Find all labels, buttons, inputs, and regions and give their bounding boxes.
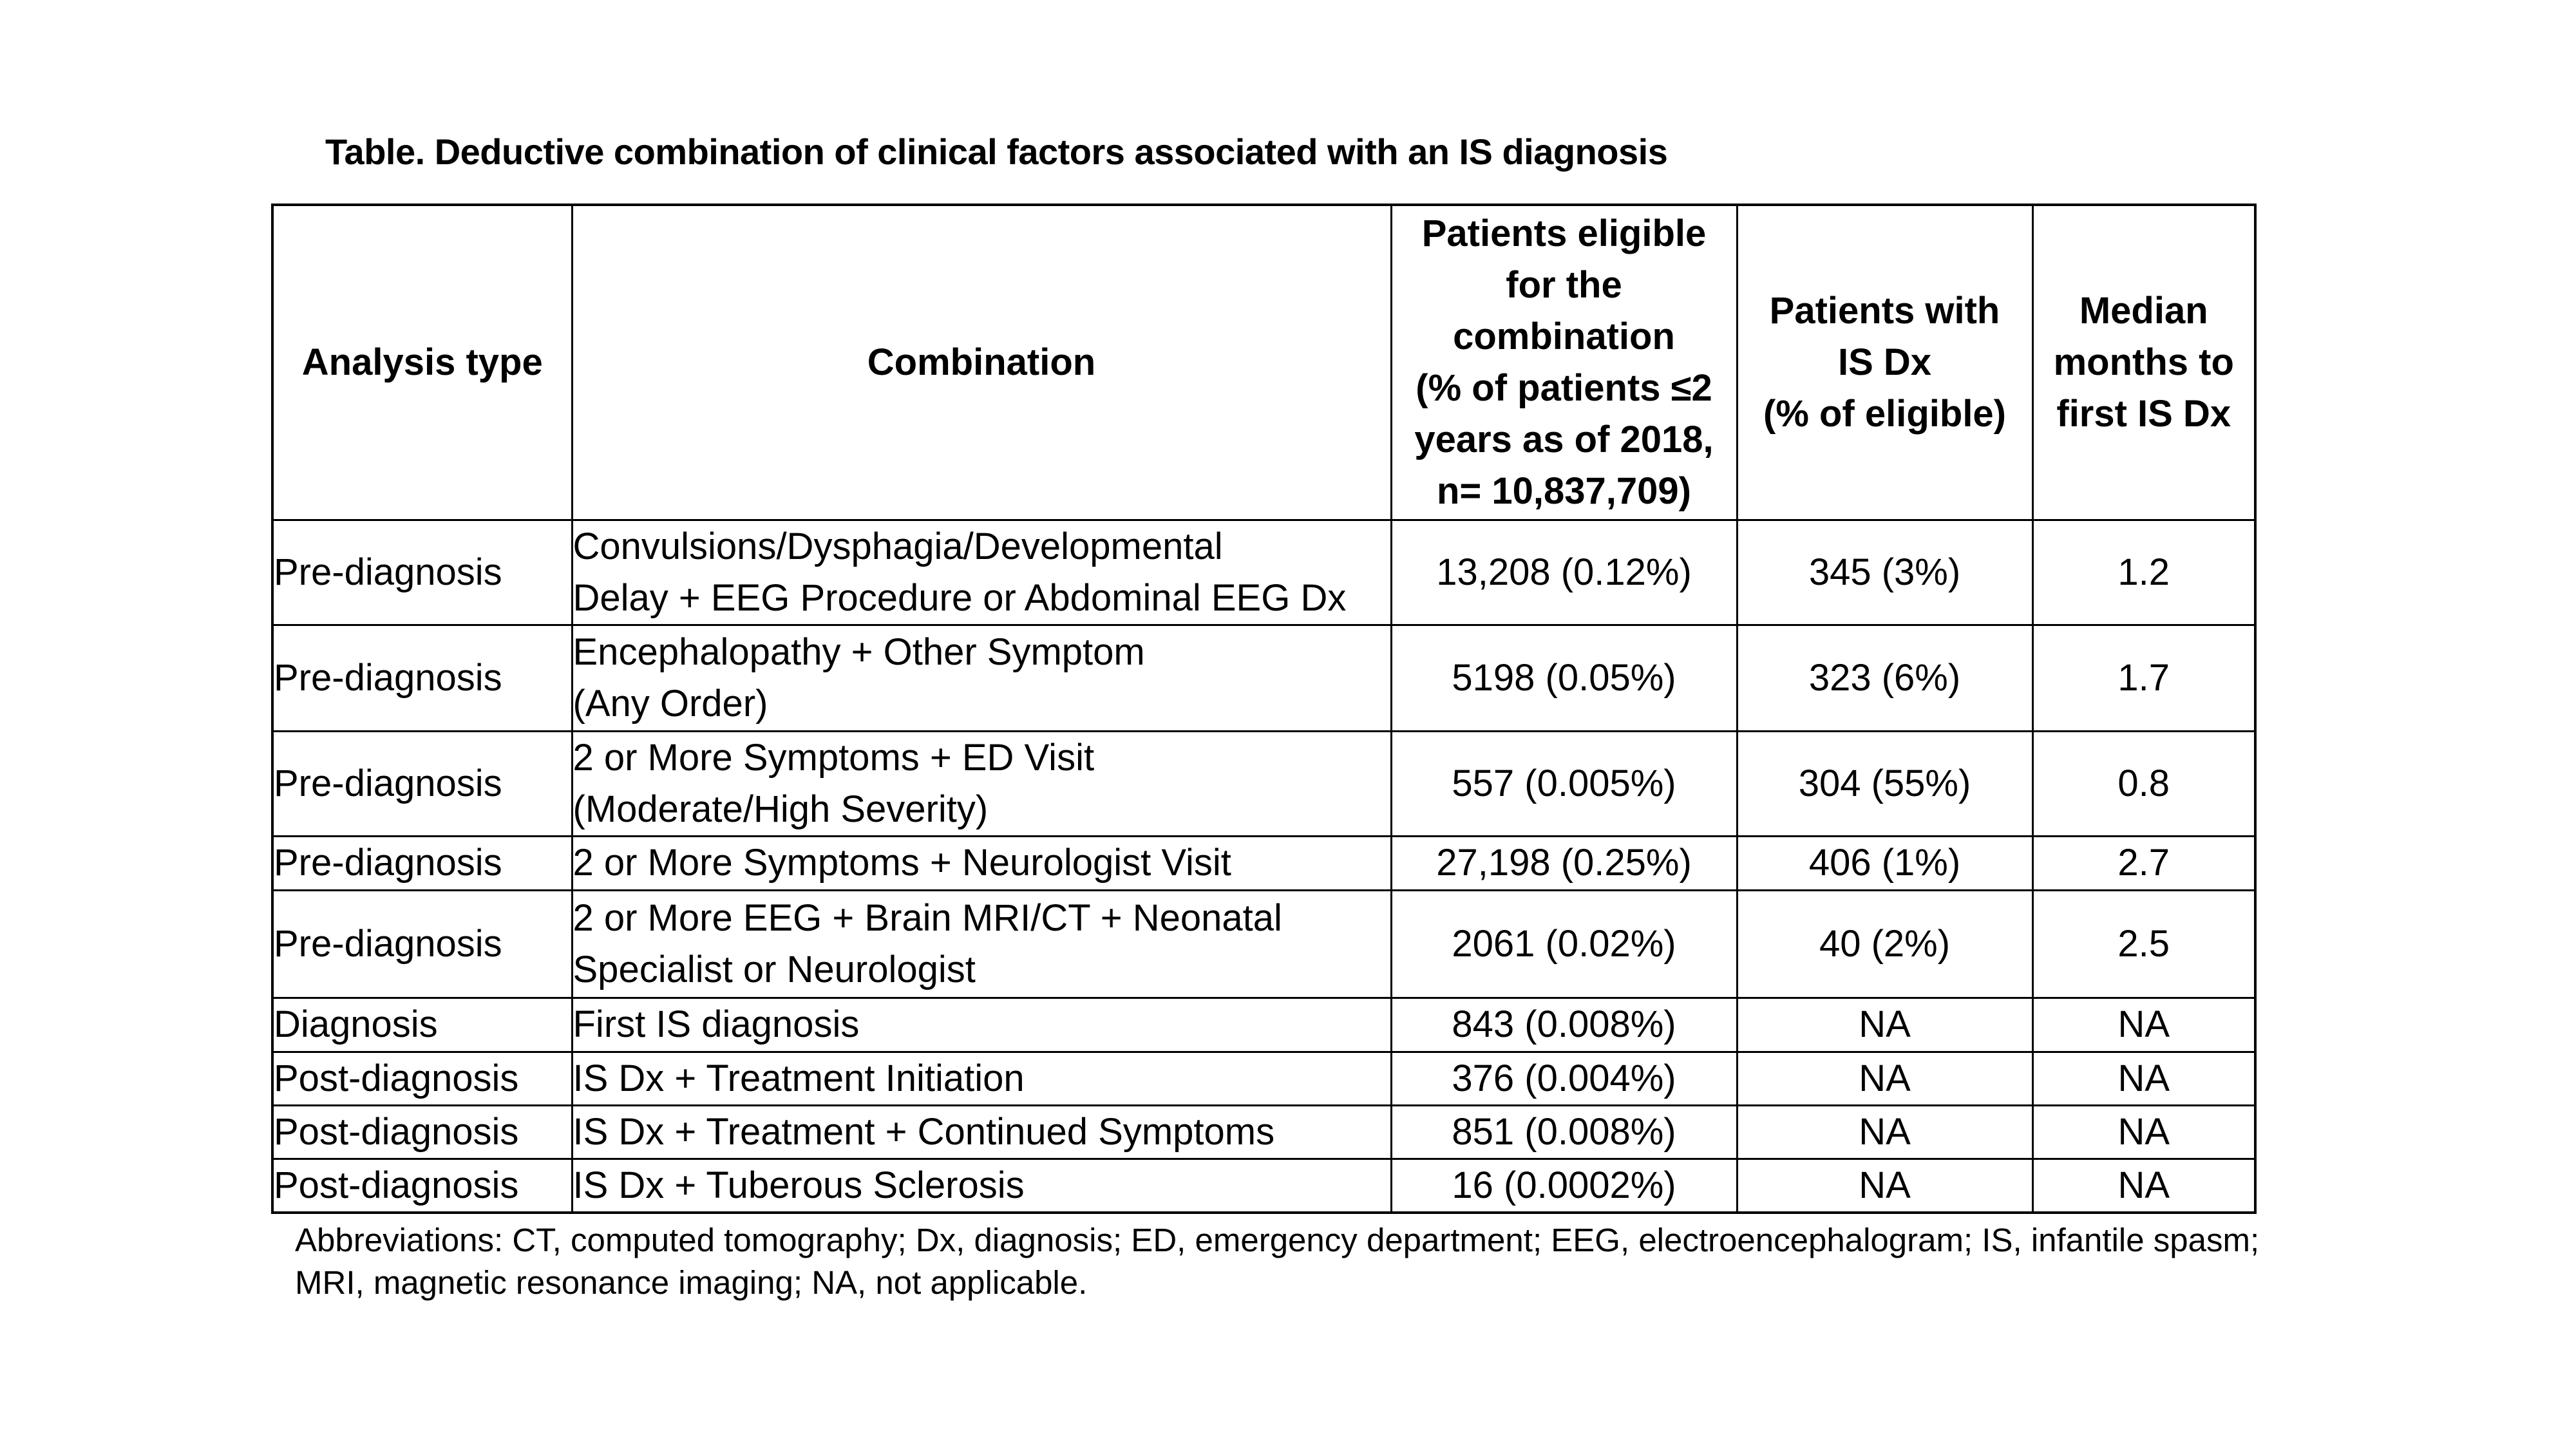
col-header-patients-with-is-dx: Patients with IS Dx (% of eligible) (1736, 204, 2034, 521)
col-header-median-months: Median months to first IS Dx (2031, 204, 2257, 521)
median-months-cell: 0.8 (2031, 730, 2257, 837)
median-months-cell: 2.7 (2031, 835, 2257, 891)
median-months-cell: 1.7 (2031, 623, 2257, 732)
table-footnote: Abbreviations: CT, computed tomography; … (295, 1222, 2260, 1301)
table-row: Pre-diagnosis 2 or More EEG + Brain MRI/… (271, 889, 2257, 999)
combination-cell: IS Dx + Tuberous Sclerosis (571, 1157, 1392, 1213)
table-row: Post-diagnosis IS Dx + Treatment Initiat… (271, 1050, 2257, 1106)
eligible-patients-cell: 843 (0.008%) (1390, 996, 1738, 1053)
combination-cell: 2 or More Symptoms + ED Visit (Moderate/… (571, 730, 1392, 837)
median-months-cell: NA (2031, 996, 2257, 1053)
median-months-cell: NA (2031, 1157, 2257, 1213)
col-header-combination: Combination (571, 204, 1392, 521)
combination-cell: Convulsions/Dysphagia/Developmental Dela… (571, 518, 1392, 626)
analysis-type-cell: Pre-diagnosis (271, 730, 573, 837)
is-dx-patients-cell: 345 (3%) (1736, 518, 2034, 626)
analysis-type-cell: Pre-diagnosis (271, 518, 573, 626)
analysis-type-cell: Post-diagnosis (271, 1104, 573, 1160)
eligible-patients-cell: 376 (0.004%) (1390, 1050, 1738, 1106)
is-dx-patients-cell: 304 (55%) (1736, 730, 2034, 837)
table-header-row: Analysis type Combination Patients eligi… (271, 204, 2257, 521)
eligible-patients-cell: 557 (0.005%) (1390, 730, 1738, 837)
is-dx-patients-cell: 323 (6%) (1736, 623, 2034, 732)
combination-cell: IS Dx + Treatment + Continued Symptoms (571, 1104, 1392, 1160)
page-title: Table. Deductive combination of clinical… (325, 131, 1668, 172)
eligible-patients-cell: 13,208 (0.12%) (1390, 518, 1738, 626)
table-row: Pre-diagnosis 2 or More Symptoms + Neuro… (271, 835, 2257, 891)
combination-cell: 2 or More Symptoms + Neurologist Visit (571, 835, 1392, 891)
table-row: Post-diagnosis IS Dx + Tuberous Sclerosi… (271, 1157, 2257, 1213)
combination-cell: Encephalopathy + Other Symptom (Any Orde… (571, 623, 1392, 732)
is-dx-patients-cell: 406 (1%) (1736, 835, 2034, 891)
median-months-cell: 1.2 (2031, 518, 2257, 626)
analysis-type-cell: Post-diagnosis (271, 1157, 573, 1213)
median-months-cell: NA (2031, 1050, 2257, 1106)
eligible-patients-cell: 851 (0.008%) (1390, 1104, 1738, 1160)
combination-cell: 2 or More EEG + Brain MRI/CT + Neonatal … (571, 889, 1392, 999)
median-months-cell: 2.5 (2031, 889, 2257, 999)
table-row: Post-diagnosis IS Dx + Treatment + Conti… (271, 1104, 2257, 1160)
analysis-type-cell: Pre-diagnosis (271, 889, 573, 999)
combination-cell: IS Dx + Treatment Initiation (571, 1050, 1392, 1106)
is-dx-patients-cell: NA (1736, 996, 2034, 1053)
is-dx-patients-cell: NA (1736, 1104, 2034, 1160)
eligible-patients-cell: 16 (0.0002%) (1390, 1157, 1738, 1213)
table-row: Diagnosis First IS diagnosis 843 (0.008%… (271, 996, 2257, 1053)
analysis-type-cell: Diagnosis (271, 996, 573, 1053)
table-row: Pre-diagnosis Encephalopathy + Other Sym… (271, 623, 2257, 732)
table-row: Pre-diagnosis Convulsions/Dysphagia/Deve… (271, 518, 2257, 626)
analysis-type-cell: Pre-diagnosis (271, 835, 573, 891)
analysis-type-cell: Pre-diagnosis (271, 623, 573, 732)
eligible-patients-cell: 5198 (0.05%) (1390, 623, 1738, 732)
median-months-cell: NA (2031, 1104, 2257, 1160)
eligible-patients-cell: 2061 (0.02%) (1390, 889, 1738, 999)
eligible-patients-cell: 27,198 (0.25%) (1390, 835, 1738, 891)
col-header-patients-eligible: Patients eligible for the combination (%… (1390, 204, 1738, 521)
is-dx-patients-cell: NA (1736, 1157, 2034, 1213)
is-diagnosis-table: Analysis type Combination Patients eligi… (271, 204, 2257, 1214)
is-dx-patients-cell: 40 (2%) (1736, 889, 2034, 999)
table-row: Pre-diagnosis 2 or More Symptoms + ED Vi… (271, 730, 2257, 837)
is-dx-patients-cell: NA (1736, 1050, 2034, 1106)
col-header-analysis-type: Analysis type (271, 204, 573, 521)
analysis-type-cell: Post-diagnosis (271, 1050, 573, 1106)
combination-cell: First IS diagnosis (571, 996, 1392, 1053)
